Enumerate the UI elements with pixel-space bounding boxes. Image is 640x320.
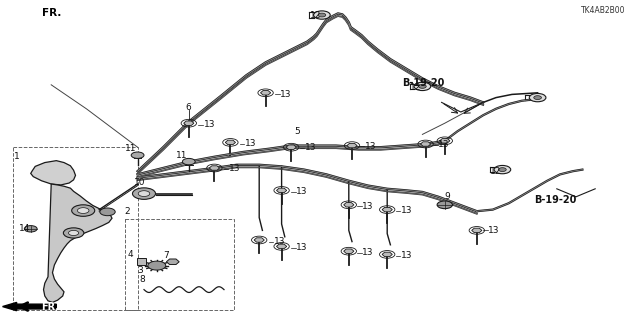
Polygon shape [184,121,194,125]
Text: 13: 13 [401,252,412,260]
Text: 13: 13 [296,188,308,196]
Text: 13: 13 [274,237,285,246]
Polygon shape [472,228,482,233]
Text: 11: 11 [176,151,188,160]
Text: 13: 13 [438,140,450,149]
Text: FR.: FR. [42,301,60,312]
Text: 7: 7 [163,252,169,260]
Text: 11: 11 [125,144,136,153]
Polygon shape [260,91,271,95]
Text: 13: 13 [280,90,292,99]
Text: 3: 3 [138,266,143,275]
Text: 12: 12 [490,167,501,176]
Text: 2: 2 [125,207,131,216]
Circle shape [77,208,89,213]
FancyBboxPatch shape [137,258,146,265]
Text: 10: 10 [134,178,146,187]
Polygon shape [344,249,354,253]
Circle shape [68,230,79,236]
Circle shape [534,96,541,100]
Circle shape [131,152,144,158]
Polygon shape [276,188,287,193]
Text: 12: 12 [310,12,322,20]
Circle shape [24,226,37,232]
Text: 13: 13 [362,248,374,257]
Circle shape [414,82,431,91]
Polygon shape [440,139,450,143]
Text: 13: 13 [365,142,376,151]
Text: 13: 13 [245,140,257,148]
Text: TK4AB2B00: TK4AB2B00 [581,6,626,15]
Circle shape [132,188,156,199]
Polygon shape [347,143,357,148]
Polygon shape [254,238,264,242]
Text: 13: 13 [204,120,215,129]
Text: FR.: FR. [42,8,61,19]
Circle shape [494,165,511,174]
FancyArrow shape [3,302,56,311]
Text: 13: 13 [296,244,308,252]
Polygon shape [344,203,354,207]
Polygon shape [420,142,431,146]
Text: 1: 1 [14,152,20,161]
Polygon shape [44,184,112,302]
Text: 14: 14 [19,224,31,233]
Circle shape [72,205,95,216]
Bar [125,219,234,310]
Circle shape [499,168,506,172]
Circle shape [314,11,330,19]
Text: 5: 5 [294,127,300,136]
Polygon shape [276,244,287,249]
Circle shape [100,208,115,216]
Circle shape [63,228,84,238]
Text: 4: 4 [128,250,134,259]
Polygon shape [382,252,392,257]
Polygon shape [225,140,236,145]
Circle shape [437,201,452,209]
Polygon shape [209,166,220,170]
Bar [13,147,138,310]
Polygon shape [31,161,76,185]
Polygon shape [382,207,392,212]
Text: 13: 13 [401,206,412,215]
Text: 13: 13 [229,164,241,173]
Text: 13: 13 [362,202,374,211]
Circle shape [419,84,426,88]
Circle shape [318,13,326,17]
Text: B-19-20: B-19-20 [534,195,577,205]
Text: 12: 12 [410,84,421,92]
Polygon shape [166,259,179,265]
Circle shape [182,158,195,165]
Text: 13: 13 [488,226,500,235]
Polygon shape [148,261,166,270]
Circle shape [138,191,150,196]
Polygon shape [286,145,296,149]
Text: 8: 8 [140,276,145,284]
Circle shape [529,93,546,102]
Text: 13: 13 [305,143,316,152]
Text: 6: 6 [186,103,191,112]
Text: B-19-20: B-19-20 [402,78,444,88]
Text: 9: 9 [445,192,451,201]
